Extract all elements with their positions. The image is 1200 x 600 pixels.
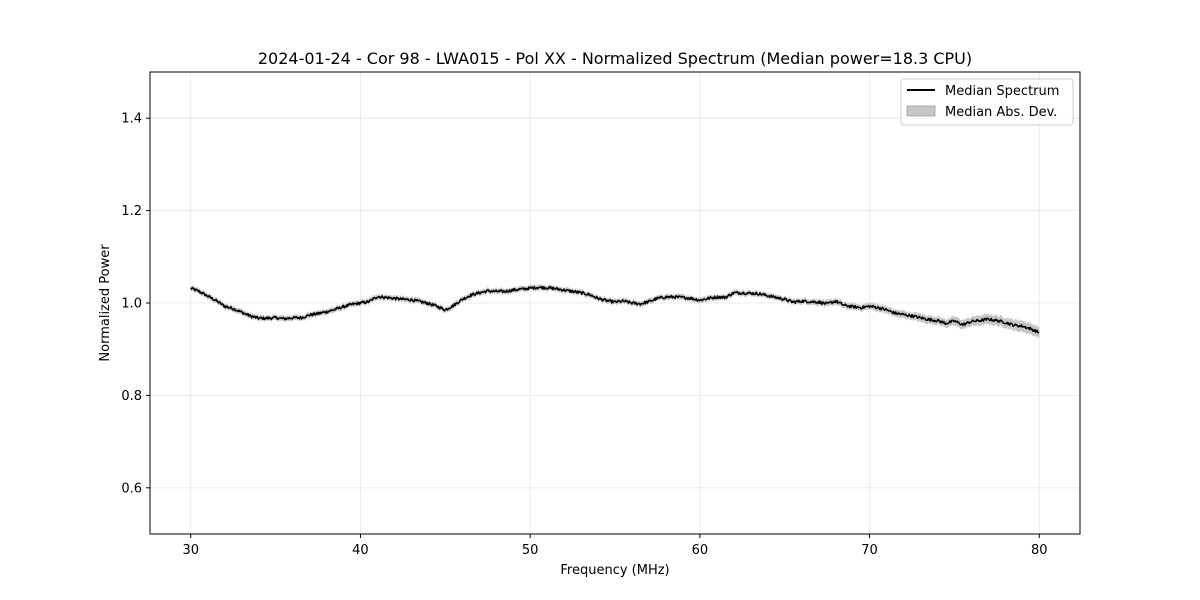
y-tick-label: 0.6 xyxy=(121,481,142,496)
grid-lines xyxy=(150,72,1080,534)
legend-mad-swatch xyxy=(906,105,936,117)
x-tick-label: 60 xyxy=(692,543,709,558)
chart-title: 2024-01-24 - Cor 98 - LWA015 - Pol XX - … xyxy=(258,49,972,68)
x-axis-ticks: 30 40 50 60 70 80 xyxy=(182,534,1048,558)
plot-frame xyxy=(149,71,1081,535)
median-spectrum-line xyxy=(190,285,1040,334)
x-tick-label: 40 xyxy=(352,543,369,558)
y-tick-label: 0.8 xyxy=(121,389,142,404)
y-tick-label: 1.2 xyxy=(121,204,142,219)
x-tick-label: 70 xyxy=(861,543,878,558)
legend: Median Spectrum Median Abs. Dev. xyxy=(900,78,1074,126)
x-tick-label: 80 xyxy=(1031,543,1048,558)
legend-mad-label: Median Abs. Dev. xyxy=(945,105,1057,120)
y-tick-label: 1.4 xyxy=(121,112,142,127)
median-line-group xyxy=(190,285,1040,334)
legend-box xyxy=(900,78,1074,126)
x-axis-label: Frequency (MHz) xyxy=(560,563,669,578)
y-axis-ticks: 0.6 0.8 1.0 1.2 1.4 xyxy=(121,112,150,496)
legend-median-label: Median Spectrum xyxy=(945,84,1059,99)
y-axis-label: Normalized Power xyxy=(98,244,113,362)
x-tick-label: 50 xyxy=(522,543,539,558)
x-tick-label: 30 xyxy=(182,543,199,558)
y-tick-label: 1.0 xyxy=(121,297,142,312)
